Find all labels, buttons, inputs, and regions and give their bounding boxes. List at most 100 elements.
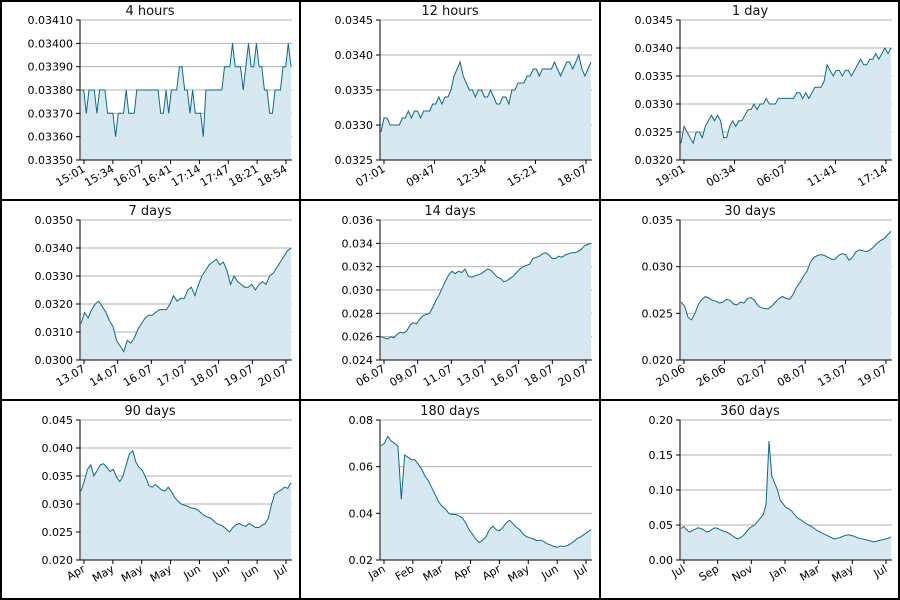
x-tick-label: 11.07 — [421, 362, 455, 389]
series-area — [681, 441, 891, 560]
series-area — [681, 231, 891, 360]
panel-border — [898, 0, 900, 600]
x-tick-label: 02.07 — [735, 362, 769, 389]
x-tick-label: Jul — [669, 562, 688, 580]
x-tick-label: 08.07 — [775, 362, 809, 389]
chart-title: 7 days — [128, 204, 171, 219]
x-tick-label: 18:07 — [556, 162, 590, 189]
chart-panel-5: 30 days 0.020 0.025 0.030 0.035 20.06 26.06 02.… — [600, 200, 900, 400]
panel-border — [0, 0, 900, 2]
chart-panel-3: 7 days 0.0300 0.0310 0.0320 0.0330 0.0340 0.03… — [0, 200, 300, 400]
x-tick-label: 06:07 — [755, 162, 789, 189]
x-tick-label: 18.07 — [522, 362, 556, 389]
y-tick-label: 0.03350 — [28, 154, 74, 167]
y-tick-label: 0.025 — [642, 307, 674, 320]
x-tick-label: Jun — [181, 562, 203, 582]
chart-svg: 1 day 0.0320 0.0325 0.0330 0.0335 0.0340 0.034… — [635, 4, 892, 189]
x-tick-label: 18:21 — [227, 162, 261, 189]
series-line — [380, 242, 592, 340]
x-tick-label: 11:41 — [805, 162, 839, 189]
x-tick-label: May — [90, 562, 117, 585]
y-tick-label: 0.05 — [649, 519, 674, 532]
x-tick-label: 16.07 — [121, 362, 155, 389]
y-tick-label: 0.03390 — [28, 61, 74, 74]
y-tick-label: 0.0320 — [35, 298, 74, 311]
y-tick-label: 0.0335 — [335, 84, 374, 97]
chart-panel-8: 360 days 0.00 0.05 0.10 0.15 0.20 Jul Sep Nov Jan… — [600, 400, 900, 600]
y-tick-label: 0.0310 — [35, 326, 74, 339]
y-tick-label: 0.0335 — [635, 70, 674, 83]
y-tick-label: 0.020 — [42, 554, 74, 567]
y-tick-label: 0.045 — [42, 414, 74, 427]
y-tick-label: 0.03380 — [28, 84, 74, 97]
x-tick-label: May — [119, 562, 146, 585]
chart-title: 30 days — [724, 204, 776, 219]
series-area — [381, 55, 591, 160]
x-tick-label: 12:34 — [455, 162, 489, 189]
chart-title: 360 days — [720, 404, 780, 419]
chart-svg: 4 hours 0.03350 0.03360 0.03370 0.03380 0.033… — [28, 4, 292, 189]
x-tick-label: Sep — [697, 562, 721, 584]
y-tick-label: 0.02 — [349, 554, 374, 567]
series-line — [81, 43, 292, 137]
x-tick-label: 18:54 — [256, 162, 290, 189]
chart-svg: 90 days0.0200.0250.0300.0350.0400.045Apr… — [42, 404, 292, 585]
chart-title: 90 days — [124, 404, 176, 419]
y-tick-label: 0.0300 — [35, 354, 74, 367]
series-line — [380, 435, 592, 548]
y-tick-label: 0.0350 — [35, 214, 74, 227]
x-tick-label: 17:47 — [198, 162, 232, 189]
x-tick-label: Jan — [766, 562, 788, 582]
x-tick-label: 09.07 — [387, 362, 421, 389]
panel-border — [299, 0, 301, 600]
y-tick-label: 0.0325 — [635, 126, 674, 139]
x-tick-label: Apr — [480, 562, 503, 583]
panel-border — [0, 399, 900, 401]
y-tick-label: 0.035 — [642, 214, 674, 227]
x-tick-label: Jul — [871, 562, 890, 580]
chart-panel-0: 4 hours 0.03350 0.03360 0.03370 0.03380 0.033… — [0, 0, 300, 200]
y-tick-label: 0.028 — [342, 307, 374, 320]
x-tick-label: 19.07 — [222, 362, 256, 389]
y-tick-label: 0.0340 — [635, 42, 674, 55]
x-tick-label: Jun — [238, 562, 260, 582]
y-tick-label: 0.020 — [642, 354, 674, 367]
series-line — [380, 53, 592, 133]
x-tick-label: 00:34 — [704, 162, 738, 189]
chart-panel-1: 12 hours 0.0325 0.0330 0.0335 0.0340 0.0345 07… — [300, 0, 600, 200]
chart-title: 14 days — [424, 204, 476, 219]
y-tick-label: 0.03400 — [28, 37, 74, 50]
panel-border — [599, 0, 601, 600]
series-line — [680, 440, 892, 543]
y-tick-label: 0.032 — [342, 261, 374, 274]
panel-border — [0, 598, 900, 600]
chart-svg: 14 days 0.024 0.026 0.028 0.030 0.032 0.034 0.0… — [342, 204, 592, 389]
y-tick-label: 0.030 — [342, 284, 374, 297]
y-tick-label: 0.030 — [642, 261, 674, 274]
x-tick-label: Apr — [451, 562, 474, 583]
y-tick-label: 0.20 — [649, 414, 674, 427]
x-tick-label: 17:14 — [856, 162, 890, 189]
y-tick-label: 0.0340 — [35, 242, 74, 255]
panel-border — [0, 199, 900, 201]
x-tick-label: 09:47 — [404, 162, 438, 189]
x-tick-label: Jun — [210, 562, 232, 582]
y-tick-label: 0.03370 — [28, 107, 74, 120]
x-tick-label: 14.07 — [87, 362, 121, 389]
x-tick-label: 16:07 — [111, 162, 145, 189]
x-tick-label: Nov — [730, 562, 756, 584]
y-tick-label: 0.026 — [342, 331, 374, 344]
x-tick-label: 17:14 — [169, 162, 203, 189]
chart-title: 12 hours — [421, 4, 478, 19]
y-tick-label: 0.0325 — [335, 154, 374, 167]
chart-panel-4: 14 days 0.024 0.026 0.028 0.030 0.032 0.034 0.0… — [300, 200, 600, 400]
x-tick-label: 20.07 — [556, 362, 590, 389]
x-tick-label: 13.07 — [455, 362, 489, 389]
y-tick-label: 0.10 — [649, 484, 674, 497]
series-area — [381, 436, 591, 560]
series-line — [680, 230, 892, 321]
y-tick-label: 0.036 — [342, 214, 374, 227]
chart-panel-2: 1 day 0.0320 0.0325 0.0330 0.0335 0.0340 0.034… — [600, 0, 900, 200]
